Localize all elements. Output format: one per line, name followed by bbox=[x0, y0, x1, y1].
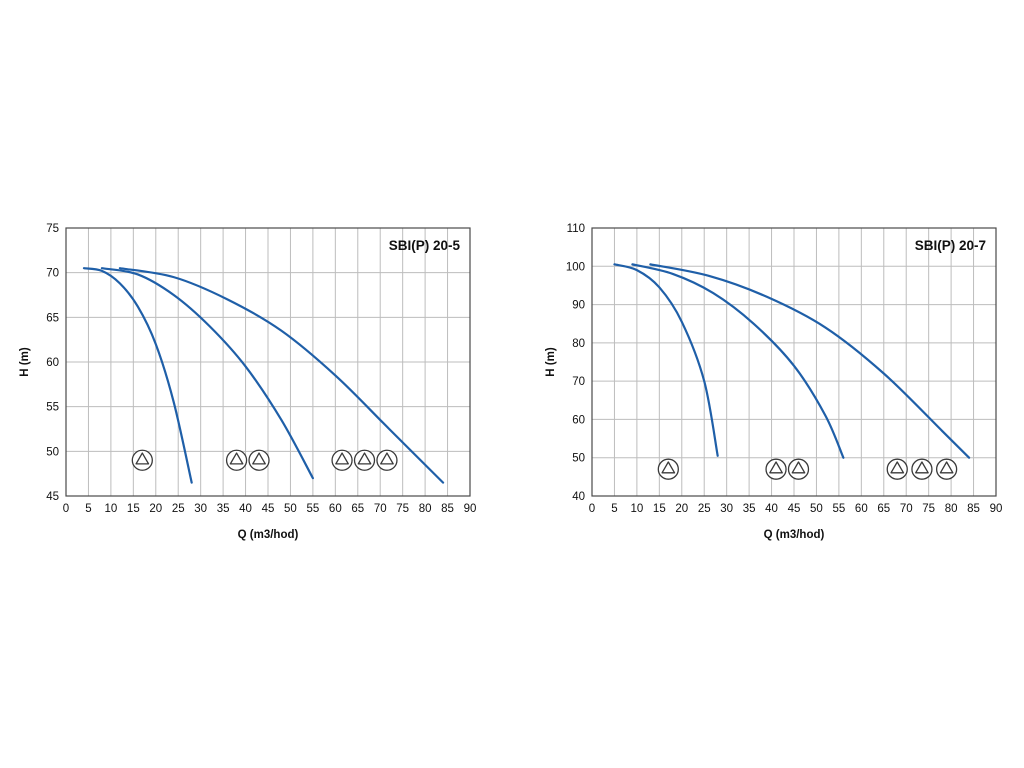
x-tick-label: 0 bbox=[589, 503, 595, 515]
x-tick-label: 0 bbox=[63, 503, 69, 515]
y-axis-label: H (m) bbox=[19, 347, 31, 377]
x-tick-label: 45 bbox=[262, 503, 275, 515]
x-tick-label: 55 bbox=[832, 503, 845, 515]
pump-curve bbox=[82, 267, 193, 484]
y-tick-label: 55 bbox=[46, 402, 59, 414]
x-tick-label: 50 bbox=[810, 503, 823, 515]
pump-symbols bbox=[657, 458, 958, 480]
pump-symbol-icon bbox=[225, 449, 248, 471]
x-tick-label: 5 bbox=[85, 503, 91, 515]
x-tick-label: 10 bbox=[104, 503, 117, 515]
x-tick-label: 65 bbox=[351, 503, 364, 515]
x-tick-label: 80 bbox=[945, 503, 958, 515]
x-tick-label: 50 bbox=[284, 503, 297, 515]
x-tick-label: 80 bbox=[419, 503, 432, 515]
pump-curve bbox=[100, 267, 314, 480]
x-tick-label: 90 bbox=[464, 503, 477, 515]
x-tick-label: 85 bbox=[441, 503, 454, 515]
pump-curve-chart-sbip-20-7: 0 5 10 15 20 25 30 35 40 45 50 55 60 65 70 75 80 85 90 40 50… bbox=[545, 223, 1003, 541]
pump-symbol-icon bbox=[911, 458, 933, 480]
y-tick-label: 60 bbox=[46, 357, 59, 369]
tick-labels: 0 5 10 15 20 25 30 35 40 45 50 55 60 65 70 75 80 85 90 40 50… bbox=[566, 223, 1003, 515]
x-axis-label: Q (m3/hod) bbox=[764, 529, 825, 541]
y-tick-label: 45 bbox=[46, 491, 59, 503]
pump-symbol-icon bbox=[248, 449, 270, 471]
tick-labels: 0 5 10 15 20 25 30 35 40 45 50 55 60 65 70 75 80 85 90 45 50… bbox=[46, 223, 476, 515]
x-tick-label: 75 bbox=[922, 503, 935, 515]
y-tick-label: 50 bbox=[46, 446, 59, 458]
pump-curve bbox=[649, 263, 971, 459]
pump-symbol-icon bbox=[376, 449, 398, 471]
y-tick-label: 65 bbox=[46, 312, 59, 324]
y-tick-label: 75 bbox=[46, 223, 59, 235]
x-tick-label: 35 bbox=[743, 503, 756, 515]
plot-border bbox=[65, 227, 471, 497]
x-tick-label: 10 bbox=[630, 503, 643, 515]
chart-title: SBI(P) 20-7 bbox=[915, 238, 986, 253]
x-tick-label: 60 bbox=[855, 503, 868, 515]
y-tick-label: 40 bbox=[572, 491, 585, 503]
plot-border bbox=[591, 227, 997, 497]
x-tick-label: 35 bbox=[217, 503, 230, 515]
pump-symbol-icon bbox=[131, 449, 153, 471]
pump-symbol-icon bbox=[353, 449, 376, 471]
y-tick-label: 50 bbox=[572, 453, 585, 465]
pump-symbol-icon bbox=[765, 458, 787, 480]
y-tick-label: 90 bbox=[572, 300, 585, 312]
x-tick-label: 15 bbox=[653, 503, 666, 515]
x-tick-label: 60 bbox=[329, 503, 342, 515]
x-tick-label: 85 bbox=[967, 503, 980, 515]
pump-symbol-icon bbox=[787, 458, 810, 480]
x-tick-label: 55 bbox=[306, 503, 319, 515]
pump-curve bbox=[118, 267, 445, 484]
chart-sbip-20-5: 0 5 10 15 20 25 30 35 40 45 50 55 60 65 70 75 80 85 90 45 50… bbox=[14, 216, 484, 551]
x-axis-label: Q (m3/hod) bbox=[238, 529, 299, 541]
x-tick-label: 75 bbox=[396, 503, 409, 515]
y-tick-label: 100 bbox=[566, 261, 585, 273]
pump-curves bbox=[613, 263, 971, 459]
x-tick-label: 25 bbox=[698, 503, 711, 515]
x-tick-label: 15 bbox=[127, 503, 140, 515]
x-tick-label: 90 bbox=[990, 503, 1003, 515]
chart-title: SBI(P) 20-5 bbox=[389, 238, 461, 253]
pump-curve-chart-sbip-20-5: 0 5 10 15 20 25 30 35 40 45 50 55 60 65 70 75 80 85 90 45 50… bbox=[19, 223, 476, 541]
x-tick-label: 5 bbox=[611, 503, 617, 515]
x-tick-label: 70 bbox=[374, 503, 387, 515]
pump-symbol-icon bbox=[886, 458, 908, 480]
x-tick-label: 70 bbox=[900, 503, 913, 515]
x-tick-label: 65 bbox=[877, 503, 890, 515]
pump-curves bbox=[82, 267, 445, 484]
pump-curve bbox=[613, 263, 719, 457]
y-tick-label: 70 bbox=[572, 376, 585, 388]
chart-sbip-20-7: 0 5 10 15 20 25 30 35 40 45 50 55 60 65 70 75 80 85 90 40 50… bbox=[540, 216, 1010, 551]
x-tick-label: 25 bbox=[172, 503, 185, 515]
x-tick-label: 40 bbox=[239, 503, 252, 515]
pump-symbol-icon bbox=[657, 458, 679, 480]
pump-symbols bbox=[131, 449, 398, 471]
x-tick-label: 20 bbox=[149, 503, 162, 515]
x-tick-label: 40 bbox=[765, 503, 778, 515]
x-tick-label: 30 bbox=[720, 503, 733, 515]
y-tick-label: 110 bbox=[567, 223, 585, 235]
pump-symbol-icon bbox=[331, 449, 353, 471]
x-tick-label: 45 bbox=[788, 503, 801, 515]
y-axis-label: H (m) bbox=[545, 347, 557, 377]
charts-row: 0 5 10 15 20 25 30 35 40 45 50 55 60 65 70 75 80 85 90 45 50… bbox=[14, 216, 1010, 551]
y-tick-label: 60 bbox=[572, 414, 585, 426]
pump-symbol-icon bbox=[935, 458, 958, 480]
x-tick-label: 20 bbox=[675, 503, 688, 515]
grid bbox=[65, 227, 471, 497]
y-tick-label: 80 bbox=[572, 338, 585, 350]
y-tick-label: 70 bbox=[46, 268, 59, 280]
x-tick-label: 30 bbox=[194, 503, 207, 515]
pump-curve bbox=[631, 263, 845, 459]
